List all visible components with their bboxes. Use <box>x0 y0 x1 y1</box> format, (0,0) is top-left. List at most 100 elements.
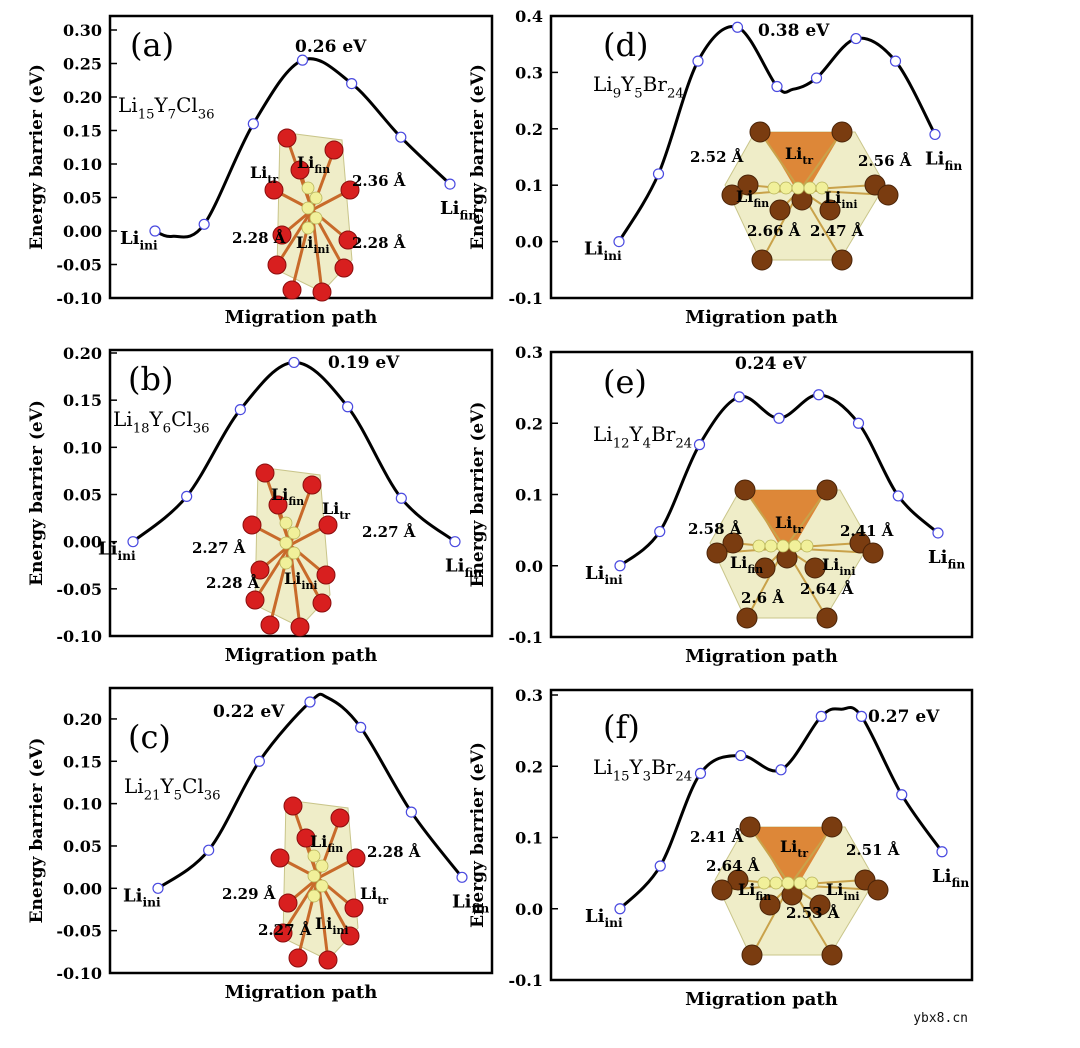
structure-5 <box>711 816 889 966</box>
anion-atom <box>831 121 853 143</box>
li-atom <box>301 181 315 195</box>
li-atom <box>301 201 315 215</box>
plot-frame <box>108 686 494 975</box>
data-point <box>304 696 316 708</box>
panel-label: (e) <box>603 363 647 401</box>
panel-label: (a) <box>130 26 174 64</box>
site-label-fin: Lifin <box>925 148 962 172</box>
anion-atom <box>706 542 728 564</box>
formula-label-part-4: Br <box>651 422 676 446</box>
formula-label-part-0: Li <box>113 407 133 431</box>
data-point <box>152 882 164 894</box>
site-label-ini-inner-main: Li <box>824 188 841 207</box>
anion-atom <box>290 617 310 637</box>
bond-line <box>759 131 801 191</box>
y-tick-label: 0.2 <box>515 757 543 776</box>
site-label-tr-main: Li <box>250 163 267 182</box>
bond-line <box>789 826 833 886</box>
formula-label-part-5: 24 <box>667 86 684 101</box>
site-label-ini: Liini <box>585 906 623 930</box>
peak-label: 0.38 eV <box>758 21 830 41</box>
anion-atom <box>296 828 316 848</box>
panel-label: (b) <box>128 360 173 398</box>
formula-label-part-4: Br <box>643 72 668 96</box>
data-point <box>810 72 823 84</box>
x-axis-label: Migration path <box>225 982 378 1003</box>
li-atom <box>307 849 321 863</box>
formula-label-part-2: Y <box>159 774 174 798</box>
site-label-ini-main: Li <box>585 563 605 584</box>
formula-label-part-5: 36 <box>193 421 210 436</box>
data-point <box>654 860 666 872</box>
y-tick-label: 0.05 <box>63 486 102 505</box>
bond-length-label: 2.28 Å <box>206 574 260 592</box>
panel-f: 0.3 0.2 0.1 0.0 -0.1 Energy barrier (eV) Migra… <box>468 686 974 1010</box>
formula-label-part-5: 24 <box>675 769 692 784</box>
structure-4 <box>706 479 884 629</box>
data-point <box>771 80 783 93</box>
site-label-tr-main: Li <box>775 513 792 532</box>
li-atom <box>315 879 329 893</box>
li-atom <box>815 181 829 195</box>
anion-atom <box>318 515 338 535</box>
anion-atom <box>255 463 275 483</box>
site-label-fin: Lifin <box>928 547 965 571</box>
site-label-fin-inner: Lifin <box>736 187 769 210</box>
site-label-ini-inner-main: Li <box>822 555 839 574</box>
y-axis-label: Energy barrier (eV) <box>27 64 47 250</box>
formula-label-part-3: 5 <box>634 86 642 101</box>
site-label-tr: Litr <box>360 884 388 907</box>
data-point <box>896 789 908 801</box>
site-label-ini: Liini <box>584 239 622 263</box>
site-label-fin-inner-main: Li <box>310 832 327 851</box>
data-point <box>735 749 747 762</box>
y-tick-label: 0.10 <box>63 795 102 814</box>
anion-atom <box>242 515 262 535</box>
y-tick-label: 0.20 <box>63 344 102 363</box>
data-point <box>203 844 215 856</box>
site-label-tr: Litr <box>780 837 808 860</box>
bond-length-label: 2.28 Å <box>352 234 406 252</box>
energy-curve <box>618 705 944 910</box>
formula-label-part-0: Li <box>593 422 613 446</box>
site-label-fin-inner: Lifin <box>297 153 330 176</box>
data-point <box>614 903 626 915</box>
x-axis-label: Migration path <box>225 645 378 666</box>
structure-3 <box>721 121 899 271</box>
formula-label-part-0: Li <box>118 93 138 117</box>
bond-length-label: 2.51 Å <box>846 841 900 859</box>
formula-label-part-1: 21 <box>144 788 161 803</box>
site-label-fin-main: Li <box>445 556 465 577</box>
site-label-tr-sub: tr <box>377 894 388 907</box>
bond-line <box>749 826 791 886</box>
site-label-ini-sub: ini <box>140 238 159 252</box>
site-label-ini-sub: ini <box>605 916 624 930</box>
y-tick-label: -0.10 <box>56 964 102 983</box>
data-point <box>889 55 902 67</box>
bond-length-label: 2.36 Å <box>352 172 406 190</box>
site-label-ini-inner-sub: ini <box>332 924 348 937</box>
y-tick-label: 0.10 <box>63 155 102 174</box>
li-atom <box>764 539 778 553</box>
y-tick-label: 0.1 <box>515 176 543 195</box>
formula-label: Li12Y4Br24 <box>593 422 692 451</box>
data-point <box>253 755 265 767</box>
anion-atom <box>751 249 773 271</box>
y-axis-label: Energy barrier (eV) <box>27 738 47 924</box>
y-tick-label: 0.2 <box>515 120 543 139</box>
y-tick-label: 0.15 <box>63 752 102 771</box>
data-point <box>694 767 707 779</box>
anion-atom <box>340 180 360 200</box>
site-label-ini-sub: ini <box>604 249 623 263</box>
y-tick-label: -0.1 <box>509 971 543 990</box>
y-tick-label: -0.10 <box>56 289 102 308</box>
anion-atom <box>816 479 838 501</box>
site-label-fin-inner: Lifin <box>738 880 771 903</box>
li-atom <box>803 181 817 195</box>
data-point <box>395 131 407 143</box>
anion-atom <box>737 174 759 196</box>
anion-atom <box>711 879 733 901</box>
data-point <box>296 54 309 66</box>
li-atom <box>309 211 323 225</box>
data-point <box>733 391 745 403</box>
